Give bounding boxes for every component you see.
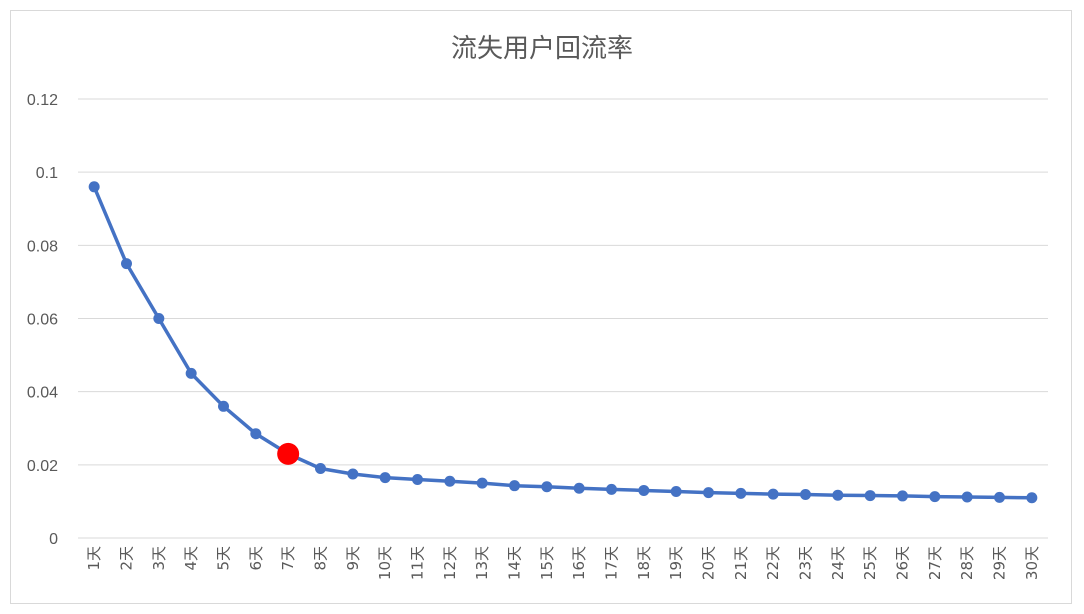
x-tick-label: 25天: [861, 546, 879, 580]
data-point: [994, 491, 1005, 503]
x-tick-label: 1天: [85, 546, 103, 571]
data-point: [929, 491, 941, 503]
x-tick-label: 19天: [667, 546, 685, 580]
data-point: [218, 400, 229, 412]
x-tick-label: 16天: [570, 546, 588, 580]
data-point: [476, 477, 488, 489]
series-line: [92, 186, 1032, 500]
x-tick-label: 27天: [926, 546, 944, 580]
x-tick-label: 30天: [1023, 546, 1041, 580]
data-point: [703, 487, 714, 499]
data-point: [250, 428, 262, 440]
x-tick-label: 21天: [732, 546, 750, 580]
data-point: [153, 313, 165, 324]
x-tick-label: 17天: [603, 546, 621, 580]
data-point: [347, 468, 359, 480]
data-point: [864, 490, 876, 502]
y-tick-label: 0.08: [27, 238, 58, 255]
y-tick-label: 0.12: [27, 92, 58, 109]
data-point: [88, 181, 100, 193]
chart-title: 流失用户回流率: [450, 34, 633, 64]
x-tick-label: 18天: [635, 546, 653, 580]
x-tick-label: 20天: [700, 546, 718, 580]
gridlines: [78, 98, 1048, 539]
data-point: [573, 482, 585, 494]
x-tick-label: 12天: [441, 546, 459, 580]
x-tick-label: 23天: [797, 546, 815, 580]
x-axis-ticks: 1天 2天 3天 4天 5天 6天 7天 8天 9天 10天 11天 12天 13天 14天 15天 16天 1…: [85, 546, 1041, 580]
x-tick-label: 29天: [991, 546, 1009, 580]
highlight-point: [277, 442, 300, 465]
x-tick-label: 8天: [312, 546, 330, 571]
data-point: [444, 475, 456, 487]
data-point: [509, 480, 520, 492]
x-tick-label: 2天: [118, 546, 136, 571]
x-tick-label: 6天: [247, 546, 265, 571]
data-point: [897, 490, 908, 502]
data-point: [1026, 492, 1038, 504]
data-point: [606, 483, 617, 495]
y-axis-ticks: 0 0.02 0.04 0.06 0.08 0.1 0.12: [27, 92, 58, 548]
y-tick-label: 0.1: [36, 165, 58, 182]
x-tick-label: 11天: [409, 546, 427, 580]
series-group: [88, 181, 1038, 504]
x-tick-label: 28天: [958, 546, 976, 580]
data-point: [767, 488, 779, 500]
x-tick-label: 4天: [182, 546, 200, 571]
data-point: [121, 258, 132, 270]
data-point: [379, 472, 391, 484]
data-point: [315, 462, 326, 474]
x-tick-label: 15天: [538, 546, 556, 580]
y-tick-label: 0.04: [27, 385, 58, 402]
x-tick-label: 7天: [279, 546, 297, 571]
data-point: [800, 488, 811, 500]
data-point: [670, 486, 682, 498]
data-point: [961, 491, 973, 503]
data-point: [541, 481, 553, 493]
data-point: [735, 487, 747, 499]
y-tick-label: 0.06: [27, 312, 58, 329]
y-tick-label: 0.02: [27, 458, 58, 475]
x-tick-label: 10天: [376, 546, 394, 580]
x-tick-label: 5天: [215, 546, 233, 571]
x-tick-label: 13天: [473, 546, 491, 580]
x-tick-label: 26天: [894, 546, 912, 580]
x-tick-label: 3天: [150, 546, 168, 571]
data-point: [185, 367, 197, 379]
x-tick-label: 24天: [829, 546, 847, 580]
chart-frame: [10, 10, 1072, 604]
data-point: [638, 484, 650, 496]
x-tick-label: 22天: [764, 546, 782, 580]
y-tick-label: 0: [49, 531, 58, 548]
x-tick-label: 9天: [344, 546, 362, 571]
data-point: [832, 489, 844, 501]
x-tick-label: 14天: [506, 546, 524, 580]
data-point: [412, 473, 423, 485]
